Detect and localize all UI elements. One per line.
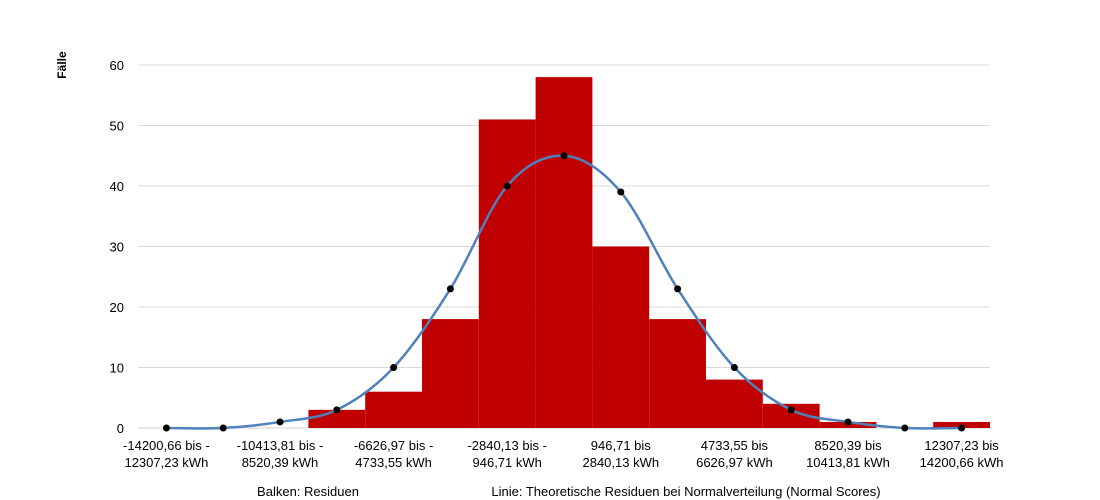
x-tick-label: 946,71 bis bbox=[591, 438, 651, 453]
x-tick-label: 6626,97 kWh bbox=[696, 455, 773, 470]
y-tick-label: 0 bbox=[117, 421, 124, 436]
histogram-bar bbox=[706, 379, 763, 428]
normal-curve-point bbox=[560, 152, 568, 160]
legend-bars: Balken: Residuen bbox=[257, 484, 359, 499]
normal-curve-point bbox=[901, 424, 909, 432]
x-tick-label: 8520,39 kWh bbox=[242, 455, 319, 470]
x-tick-label: -14200,66 bis - bbox=[123, 438, 210, 453]
normal-curve-point bbox=[446, 285, 454, 293]
y-tick-label: 10 bbox=[110, 361, 124, 376]
histogram-bar bbox=[365, 391, 422, 428]
histogram-bar bbox=[535, 77, 593, 428]
x-tick-label: 946,71 kWh bbox=[473, 455, 542, 470]
x-tick-label: 8520,39 bis bbox=[814, 438, 882, 453]
legend-line: Linie: Theoretische Residuen bei Normalv… bbox=[491, 484, 880, 499]
normal-curve-point bbox=[844, 418, 852, 426]
normal-curve-point bbox=[219, 424, 227, 432]
x-tick-label: 12307,23 kWh bbox=[124, 455, 208, 470]
normal-curve-point bbox=[276, 418, 284, 426]
normal-curve-point bbox=[674, 285, 682, 293]
y-tick-label: 50 bbox=[110, 119, 124, 134]
y-tick-label: 60 bbox=[110, 58, 124, 73]
normal-curve-point bbox=[390, 364, 398, 371]
normal-curve-point bbox=[730, 364, 738, 371]
x-tick-label: -6626,97 bis - bbox=[354, 438, 434, 453]
histogram-bar bbox=[422, 319, 479, 428]
normal-curve-point bbox=[503, 182, 511, 190]
x-tick-label: 2840,13 kWh bbox=[582, 455, 659, 470]
x-tick-label: 10413,81 kWh bbox=[806, 455, 890, 470]
normal-curve-point bbox=[333, 406, 341, 414]
normal-curve-point bbox=[787, 406, 795, 414]
normal-curve-point bbox=[617, 188, 625, 196]
y-tick-label: 20 bbox=[110, 300, 124, 315]
histogram-bar bbox=[478, 119, 536, 428]
x-tick-label: -2840,13 bis - bbox=[467, 438, 547, 453]
normal-curve-point bbox=[162, 424, 170, 432]
y-tick-label: 30 bbox=[110, 240, 124, 255]
histogram-bar bbox=[649, 319, 706, 428]
x-tick-label: -10413,81 bis - bbox=[237, 438, 324, 453]
x-tick-label: 12307,23 bis bbox=[924, 438, 999, 453]
y-axis-label: Fälle bbox=[55, 51, 69, 79]
y-tick-label: 40 bbox=[110, 179, 124, 194]
x-tick-label: 4733,55 bis bbox=[701, 438, 769, 453]
histogram-bar bbox=[592, 246, 650, 428]
x-tick-label: 14200,66 kWh bbox=[920, 455, 1004, 470]
normal-curve-point bbox=[958, 424, 966, 432]
x-tick-label: 4733,55 kWh bbox=[355, 455, 432, 470]
